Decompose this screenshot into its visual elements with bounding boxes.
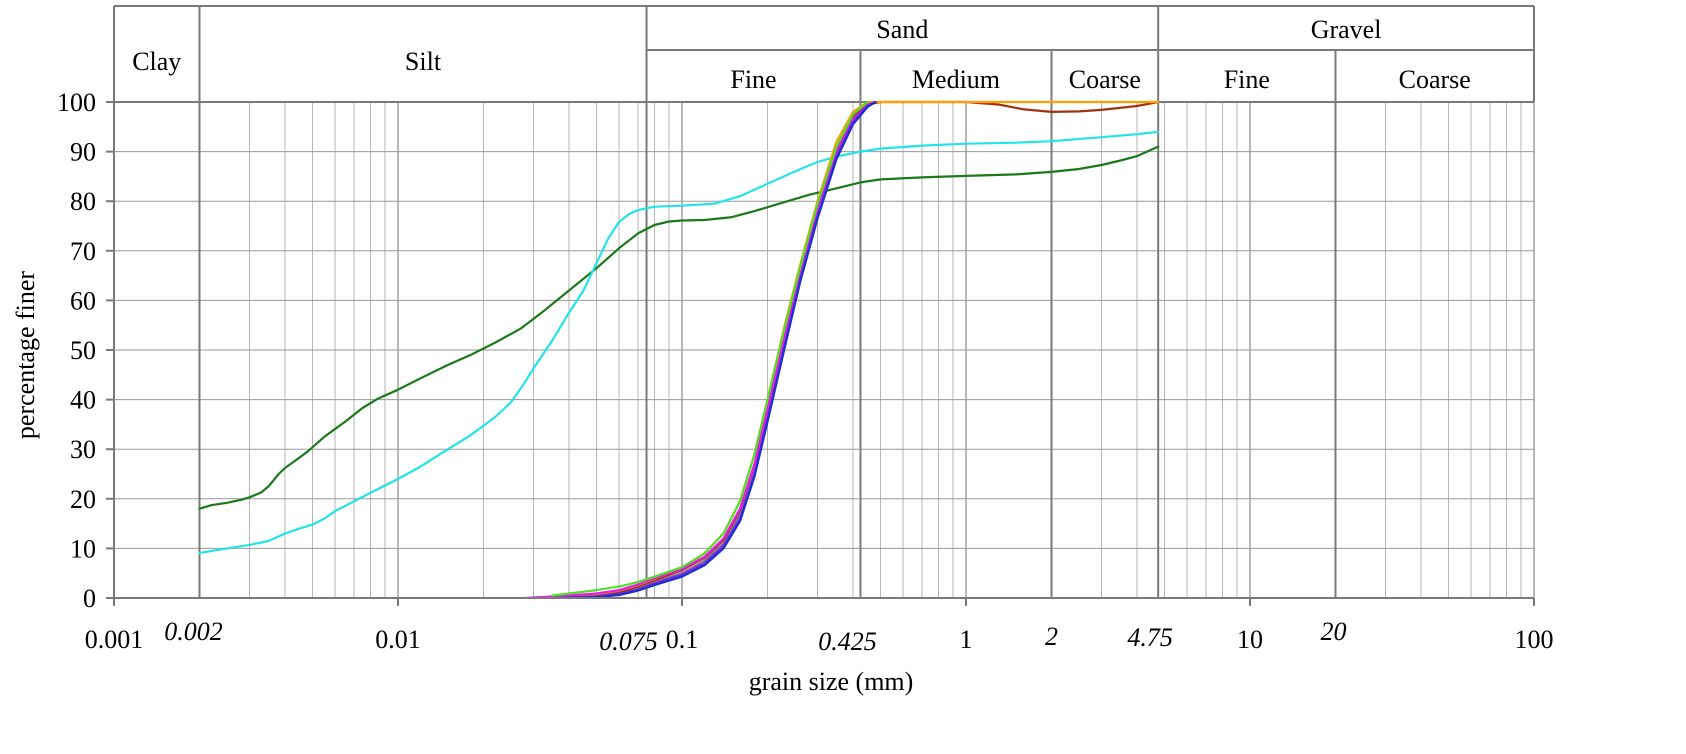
- band-label-silt: Silt: [405, 47, 442, 76]
- y-tick-label: 70: [70, 237, 96, 266]
- band-label-gravel: Gravel: [1311, 15, 1382, 44]
- sub-band-label-4: Coarse: [1399, 65, 1471, 94]
- x-tick-label: 1: [960, 625, 973, 654]
- sub-band-label-2: Coarse: [1069, 65, 1141, 94]
- x-axis-title: grain size (mm): [749, 667, 914, 696]
- axes-layer: 0 10 20 30 40 50 60 70 80 90 100 0.001 0.002 0.01 0.07…: [57, 88, 1554, 656]
- y-axis-title: percentage finer: [11, 271, 40, 440]
- x-tick-label: 0.002: [164, 617, 223, 646]
- x-tick-label: 10: [1237, 625, 1263, 654]
- y-tick-label: 40: [70, 386, 96, 415]
- y-tick-label: 60: [70, 286, 96, 315]
- x-tick-label: 0.425: [818, 627, 877, 656]
- x-tick-label: 0.1: [666, 625, 699, 654]
- y-tick-label: 10: [70, 534, 96, 563]
- x-tick-label: 100: [1515, 625, 1554, 654]
- y-tick-label: 90: [70, 138, 96, 167]
- y-tick-label: 80: [70, 187, 96, 216]
- sub-band-label-1: Medium: [912, 65, 1000, 94]
- x-tick-label: 2: [1045, 622, 1058, 651]
- y-tick-label: 0: [83, 584, 96, 613]
- x-tick-label: 0.01: [375, 625, 421, 654]
- series-layer: [198, 100, 1160, 600]
- series-line-6: [523, 100, 877, 600]
- y-tick-label: 30: [70, 435, 96, 464]
- series-line-8: [567, 100, 877, 600]
- y-tick-label: 100: [57, 88, 96, 117]
- y-tick-label: 50: [70, 336, 96, 365]
- sub-band-label-3: Fine: [1224, 65, 1270, 94]
- band-label-clay: Clay: [132, 47, 181, 76]
- x-tick-label: 0.075: [599, 627, 658, 656]
- sub-band-label-0: Fine: [730, 65, 776, 94]
- x-tick-label: 0.001: [85, 625, 144, 654]
- series-line-1: [198, 145, 1160, 510]
- y-tick-label: 20: [70, 485, 96, 514]
- x-tick-label: 20: [1320, 617, 1346, 646]
- band-label-sand: Sand: [876, 15, 928, 44]
- grid-layer: [113, 101, 1535, 599]
- series-line-2: [198, 130, 1160, 555]
- classification-bands: Clay Silt Sand Gravel Fine Medium Coarse Fine Co…: [113, 5, 1535, 598]
- series-line-9: [551, 100, 869, 597]
- x-tick-label: 4.75: [1127, 623, 1173, 652]
